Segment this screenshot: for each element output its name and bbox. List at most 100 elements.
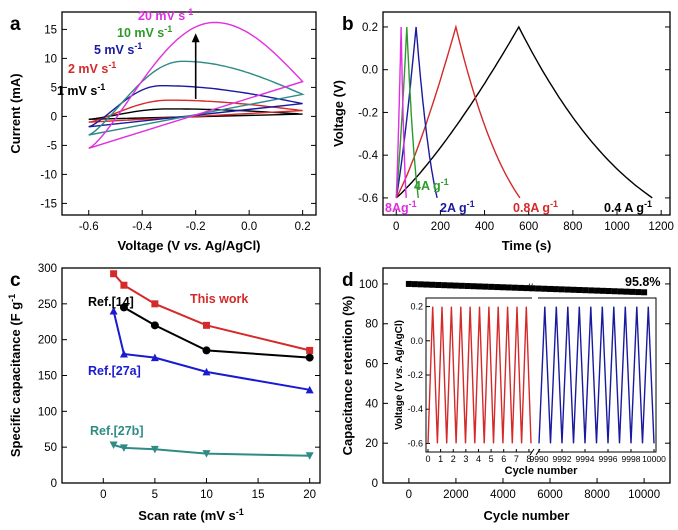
- data-point: [441, 282, 448, 289]
- data-point: [517, 284, 524, 291]
- data-point: [564, 286, 571, 293]
- gcd-curve: [395, 26, 419, 198]
- y-tick-label: 80: [365, 319, 378, 331]
- x-axis-label-part: Ag/AgCl): [202, 238, 261, 253]
- series-line: [113, 444, 310, 457]
- inset-y-tick-label: -0.2: [407, 370, 423, 380]
- data-point: [447, 282, 454, 289]
- data-point: [505, 284, 512, 291]
- axis-break-gap: [532, 297, 538, 453]
- data-point: [488, 283, 495, 290]
- inset-x-tick-label: 10000: [642, 454, 666, 464]
- inset-gcd-cycles: [538, 306, 655, 444]
- inset-y-axis-label: Voltage (V vs. Ag/AgCl): [394, 320, 405, 430]
- panel-d: 0 2000 4000 6000 8000 10000020406080100dCycle…: [340, 267, 671, 523]
- inset-x-tick-label: 9994: [576, 454, 595, 464]
- x-tick-label: -0.2: [186, 221, 206, 233]
- inset-gcd-cycles: [427, 306, 532, 444]
- inset-x-tick-label: 6: [501, 454, 506, 464]
- scan-rate-label-superscript: -1: [164, 24, 172, 34]
- series-label: Ref.[27b]: [90, 424, 143, 438]
- series-label: This work: [190, 292, 248, 306]
- x-tick-label: 600: [519, 221, 538, 233]
- gcd-curve: [395, 24, 521, 199]
- inset-y-axis-label-part: vs.: [394, 365, 405, 379]
- data-point: [576, 286, 583, 293]
- x-axis-label: Time (s): [502, 238, 552, 253]
- data-point: [458, 282, 465, 289]
- x-axis-label-superscript: -1: [236, 507, 244, 517]
- x-tick-label: 0.0: [241, 221, 257, 233]
- x-tick-label: 15: [252, 489, 265, 501]
- data-point: [305, 353, 314, 362]
- scan-rate-label: 10 mV s-1: [117, 24, 172, 40]
- arrow-head: [191, 33, 200, 43]
- y-axis-label: Current (mA): [8, 73, 23, 153]
- data-point: [482, 283, 489, 290]
- data-point: [452, 282, 459, 289]
- y-tick-label: -0.4: [358, 150, 378, 162]
- inset-x-tick-label: 3: [463, 454, 468, 464]
- x-tick-label: 800: [563, 221, 582, 233]
- gcd-curve: [395, 26, 438, 199]
- data-point: [405, 280, 412, 287]
- x-axis-label: Voltage (V vs. Ag/AgCl): [117, 238, 260, 253]
- data-point: [599, 287, 606, 294]
- x-tick-label: -0.6: [79, 221, 99, 233]
- x-tick-label: 400: [475, 221, 494, 233]
- inset-x-tick-label: 7: [514, 454, 519, 464]
- data-point: [629, 288, 636, 295]
- data-point: [305, 385, 314, 394]
- retention-annotation: 95.8%: [625, 275, 660, 289]
- plot-frame: [382, 11, 671, 216]
- data-point: [535, 285, 542, 292]
- data-point: [511, 284, 518, 291]
- x-tick-label: 4000: [490, 489, 516, 501]
- data-point: [617, 288, 624, 295]
- current-density-label: 4A g-1: [414, 177, 449, 193]
- scan-rate-label-superscript: -1: [134, 41, 142, 51]
- y-tick-label: 0: [51, 111, 57, 123]
- data-point: [558, 286, 565, 293]
- scan-rate-label: 20 mV s-1: [138, 7, 193, 23]
- retention-break-mark: //: [527, 283, 533, 294]
- gcd-curve: [395, 25, 653, 199]
- y-tick-label: 250: [38, 299, 57, 311]
- inset-y-axis-label-part: Ag/AgCl): [394, 320, 405, 365]
- series-label: Ref.[27a]: [88, 364, 141, 378]
- series-line: [123, 306, 310, 359]
- data-point: [150, 321, 159, 330]
- y-tick-label: 0: [51, 478, 57, 490]
- panel-c-letter: c: [10, 270, 21, 291]
- data-point: [120, 281, 128, 289]
- current-density-label: 0.4 A g-1: [604, 199, 652, 215]
- y-axis-label: Specific capacitance (F g-1: [7, 294, 23, 457]
- cv-curve: [88, 21, 304, 149]
- data-point: [305, 452, 314, 460]
- inset-x-tick-label: 2: [451, 454, 456, 464]
- current-density-label: 0.8A g-1: [513, 199, 558, 215]
- data-point: [110, 270, 118, 278]
- scan-rate-label: 2 mV s-1: [68, 60, 116, 76]
- y-tick-label: -5: [47, 140, 57, 152]
- cv-curve: [88, 84, 303, 128]
- data-point: [119, 350, 128, 358]
- data-point: [641, 289, 648, 296]
- data-point: [151, 300, 159, 308]
- data-point: [541, 285, 548, 292]
- data-point: [635, 289, 642, 296]
- x-axis-label: Cycle number: [484, 508, 570, 523]
- inset-y-tick-label: 0.2: [410, 302, 423, 312]
- x-tick-label: 200: [431, 221, 450, 233]
- x-tick-label: 0.2: [295, 221, 311, 233]
- x-axis-label-part: Voltage (V: [117, 238, 183, 253]
- y-tick-label: 200: [38, 335, 57, 347]
- inset-x-tick-label: 0: [425, 454, 430, 464]
- x-tick-label: 5: [152, 489, 158, 501]
- x-tick-label: 10000: [628, 489, 660, 501]
- x-tick-label: 0: [100, 489, 106, 501]
- plot-frame: [61, 11, 317, 216]
- inset-x-tick-label: 9998: [622, 454, 641, 464]
- y-axis-label-superscript: -1: [7, 294, 17, 302]
